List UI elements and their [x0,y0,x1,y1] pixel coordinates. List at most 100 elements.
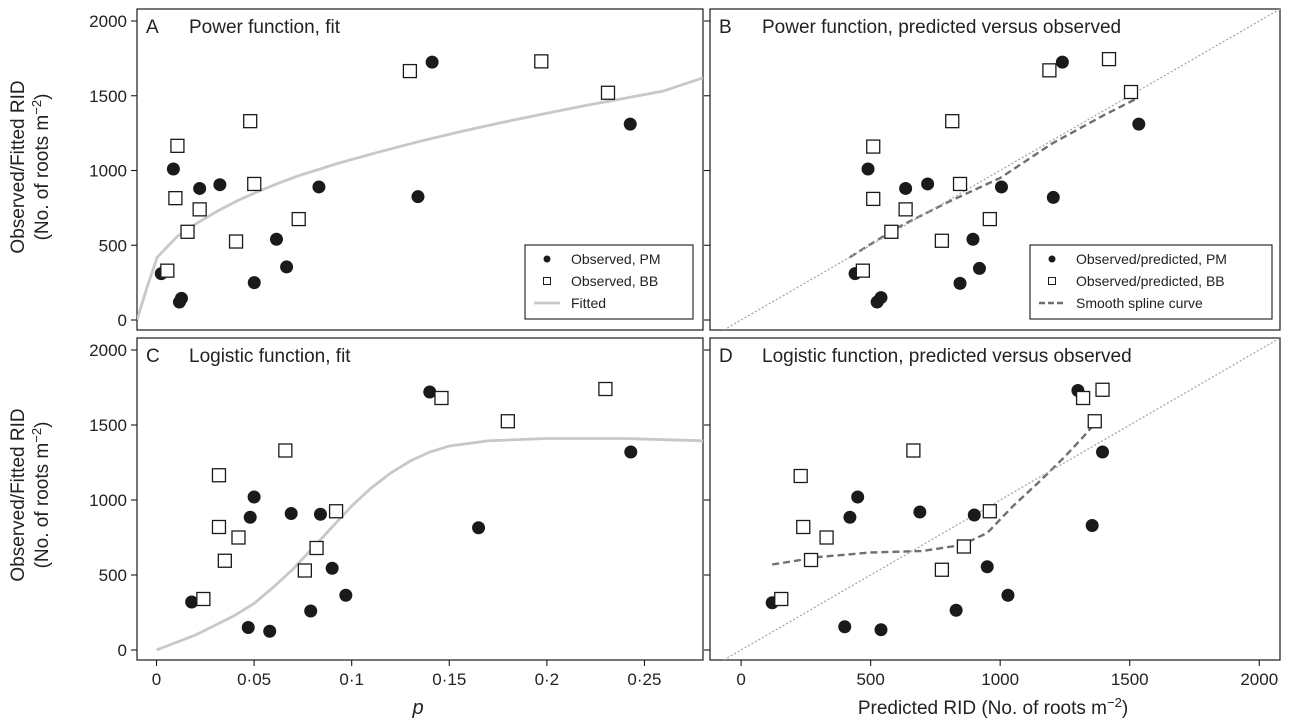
y-tick-label: 2000 [89,341,127,360]
bb-point [160,263,175,278]
pm-point [263,624,277,638]
bb-point [1075,390,1091,406]
bb-point [297,563,312,578]
y-axis-units-exp-b: −2 [29,428,44,443]
bb-point [884,224,899,239]
spline-curve [772,424,1095,566]
bb-point [774,591,789,607]
pm-point [174,291,188,305]
pm-point [193,181,207,195]
legend-label: Smooth spline curve [1076,295,1203,311]
x-tick-label: 1000 [981,670,1019,689]
pm-point [166,162,180,176]
identity-line [722,338,1280,660]
panel-a: 0 500 1000 1500 2000 A Power function, fit Obse… [89,8,704,331]
bb-point [1087,414,1102,429]
pm-point [284,507,298,520]
panel-title: Logistic function, predicted versus obse… [762,346,1132,367]
y-axis-units-a: (No. of roots m [32,115,53,241]
x-tick-label: 0·15 [432,670,466,689]
y-axis-units-b: (No. of roots m [32,443,53,569]
plot-frame [709,8,1281,331]
bb-point [803,552,819,568]
pm-point [313,507,327,521]
x-tick-label: 0 [152,670,161,689]
y-axis-label-line1: Observed/Fitted RID [8,80,29,253]
pm-point [185,595,199,609]
pm-point [1085,519,1099,532]
y-tick-label: 1500 [89,416,127,435]
x-tick-label: 0·2 [535,670,560,689]
panel-letter: C [146,346,160,367]
pm-point [280,260,294,274]
y-tick-label: 1000 [89,491,127,510]
pm-point [1046,190,1060,204]
pm-point [325,561,339,575]
plot-area [722,9,1280,330]
plot-frame [136,337,704,661]
x-axis-label-right-exp: −2 [1107,695,1122,710]
legend-label: Observed, PM [571,251,660,267]
pm-point [972,261,986,275]
bb-point [328,504,344,519]
legend-swatch-pm [1048,255,1056,263]
plot-area [155,381,703,652]
y-tick-label: 0 [118,641,127,660]
x-tick-label: 2000 [1240,670,1278,689]
pm-point [623,117,637,131]
legend-label: Fitted [571,295,606,311]
bb-point [934,233,950,248]
pm-point [213,178,227,192]
legend-swatch-pm [543,255,551,263]
legend-label: Observed/predicted, BB [1076,273,1225,289]
y-tick-label: 500 [99,236,127,255]
plot-area [137,54,703,321]
pm-point [243,510,257,524]
pm-point [838,620,852,634]
pm-point [967,508,981,522]
pm-point [1001,588,1015,602]
y-tick-label: 1500 [89,87,127,106]
pm-point [966,232,980,246]
panel-title: Power function, fit [189,17,341,38]
pm-point [953,276,967,290]
bb-point [168,191,183,206]
bb-point [796,519,811,535]
pm-point [339,588,353,602]
bb-point [982,211,997,227]
pm-point [423,385,437,399]
bb-point [866,139,881,154]
bb-point [247,176,262,192]
pm-point [1132,117,1146,131]
y-tick-label: 500 [99,566,127,585]
bb-point [598,381,613,397]
legend-frame [524,244,694,320]
legend: Observed, PM Observed, BB Fitted [524,244,694,320]
legend: Observed/predicted, PM Observed/predicted… [1029,244,1273,320]
chart-panels: 0 500 1000 1500 2000 A Power function, fit Obse… [89,8,1281,689]
bb-point [434,390,449,406]
x-tick-label: 0·25 [627,670,661,689]
bb-point [228,234,244,249]
bb-point [819,530,834,545]
y-axis-units-close-b: ) [32,422,53,428]
bb-point [952,176,968,192]
y-axis-units-exp-a: −2 [29,100,44,115]
bb-point [956,539,972,554]
pm-point [921,177,935,191]
bb-point [982,504,997,519]
bb-point [600,85,616,100]
pm-point [1055,55,1069,69]
panel-c: 0 500 1000 1500 2000 0 0·05 0·1 0·15 0·2 0·25 C Logi… [89,337,704,689]
x-tick-label: 1500 [1111,670,1149,689]
y-axis-label-top: Observed/Fitted RID [8,80,29,253]
bb-point [866,191,881,207]
x-tick-label: 0 [736,670,745,689]
pm-point [241,621,255,634]
pm-point [899,181,913,195]
legend-label: Observed, BB [571,273,658,289]
bb-point [1101,51,1117,67]
pm-point [304,604,318,618]
pm-point [312,180,326,194]
